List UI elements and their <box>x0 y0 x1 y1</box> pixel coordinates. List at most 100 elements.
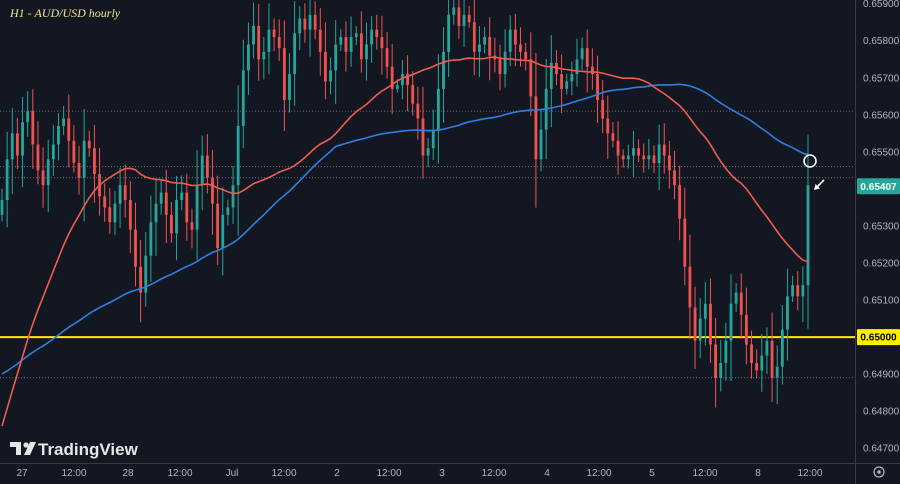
candle <box>21 96 24 188</box>
candle <box>15 117 19 169</box>
candle <box>67 94 71 168</box>
x-tick-label: 5 <box>649 468 655 479</box>
candle <box>770 312 774 402</box>
candle <box>375 14 379 50</box>
x-tick-label: 3 <box>439 468 445 479</box>
candle <box>313 1 317 40</box>
candle <box>673 151 676 200</box>
candle <box>154 179 158 256</box>
candle <box>406 55 409 112</box>
marker-arrow-icon <box>814 179 825 190</box>
candle <box>421 86 425 179</box>
candle <box>282 20 286 131</box>
candle <box>529 32 533 116</box>
candle <box>585 29 589 93</box>
candles <box>0 0 810 408</box>
y-tick-label: 0.64700 <box>863 444 900 455</box>
candle <box>231 166 235 224</box>
candle <box>359 11 363 73</box>
candle <box>560 54 563 113</box>
x-tick-label: 2 <box>334 468 340 479</box>
y-tick-label: 0.65500 <box>863 147 900 158</box>
candle <box>118 167 122 228</box>
marker-circle <box>803 154 817 168</box>
candle <box>149 195 153 282</box>
y-tick-label: 0.65900 <box>863 0 900 10</box>
candle <box>626 144 630 169</box>
candle <box>616 121 620 175</box>
candle <box>513 13 517 67</box>
ma-blue-line <box>1 83 809 375</box>
svg-text:0.65000: 0.65000 <box>860 333 897 344</box>
candle <box>621 149 625 168</box>
candle <box>709 278 712 363</box>
x-tick-label: 12:00 <box>692 468 717 479</box>
candle <box>82 109 86 222</box>
candle <box>688 234 692 340</box>
candle <box>698 298 702 359</box>
candle <box>62 106 66 136</box>
candle <box>426 138 430 167</box>
candle <box>308 0 312 57</box>
candle <box>180 175 184 211</box>
current-price-tag: 0.65407 <box>857 178 900 195</box>
candle <box>483 26 486 54</box>
candle <box>390 43 394 115</box>
candle <box>739 273 743 339</box>
price-levels <box>0 110 855 379</box>
candle <box>349 16 353 67</box>
candle <box>796 271 800 311</box>
candle <box>744 287 748 365</box>
svg-text:0.65407: 0.65407 <box>860 182 897 193</box>
candle <box>719 340 723 392</box>
candle <box>693 286 697 370</box>
x-tick-label: 12:00 <box>167 468 192 479</box>
candle <box>226 199 230 226</box>
candle <box>801 266 805 323</box>
x-tick-label: 12:00 <box>376 468 401 479</box>
candle <box>734 283 738 312</box>
candle <box>755 349 759 379</box>
candle <box>714 317 718 408</box>
candle <box>488 17 492 81</box>
x-tick-label: 4 <box>544 468 550 479</box>
x-tick-label: 12:00 <box>797 468 822 479</box>
candle <box>10 107 14 195</box>
candle <box>642 143 646 173</box>
candle <box>36 121 40 185</box>
chart-title: H1 - AUD/USD hourly <box>9 6 121 20</box>
candle <box>195 150 199 260</box>
candle <box>724 322 728 381</box>
candle <box>57 113 60 161</box>
candle <box>467 5 471 28</box>
candle <box>164 169 168 244</box>
candle <box>159 179 163 215</box>
candle <box>539 109 543 172</box>
candle <box>462 0 466 47</box>
candle <box>750 330 753 379</box>
candle <box>128 181 132 254</box>
candle <box>72 125 76 173</box>
candle <box>647 138 651 170</box>
tradingview-logo[interactable]: TradingView <box>10 440 139 459</box>
candle <box>200 135 204 211</box>
x-tick-label: 12:00 <box>481 468 506 479</box>
candle <box>683 187 687 286</box>
candle <box>508 15 512 67</box>
settings-gear-icon[interactable] <box>873 466 885 478</box>
candle <box>288 53 291 113</box>
x-tick-label: 28 <box>122 468 134 479</box>
x-tick-label: 27 <box>16 468 28 479</box>
candle <box>252 2 255 59</box>
candle <box>31 89 35 169</box>
candle <box>339 29 343 52</box>
candle <box>760 333 764 392</box>
candle <box>436 54 440 164</box>
candle <box>77 145 81 195</box>
candle <box>549 35 553 128</box>
candle <box>457 0 461 39</box>
candle <box>0 188 4 222</box>
candle <box>51 125 55 176</box>
